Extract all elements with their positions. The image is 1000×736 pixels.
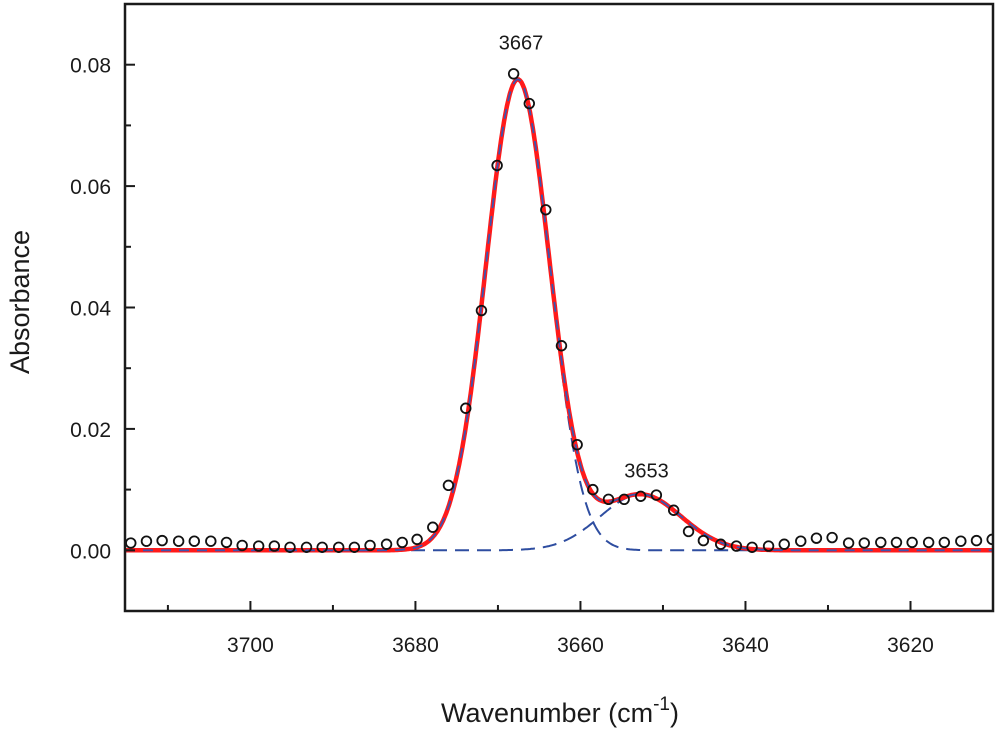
- peak-label: 3653: [624, 460, 669, 482]
- data-point: [156, 534, 168, 547]
- data-point: [364, 539, 376, 552]
- data-point: [380, 538, 393, 550]
- data-point: [332, 541, 345, 553]
- data-point: [442, 479, 455, 492]
- data-point: [427, 521, 439, 533]
- data-point: [188, 535, 201, 547]
- data-point: [220, 536, 233, 549]
- gaussian-components: [125, 79, 993, 552]
- data-point: [523, 97, 535, 110]
- data-point: [618, 493, 630, 506]
- data-point: [906, 536, 918, 549]
- data-point: [491, 159, 503, 172]
- data-point: [602, 493, 615, 506]
- data-point: [316, 541, 328, 553]
- data-point: [858, 537, 870, 549]
- x-tick-label: 3660: [557, 634, 604, 657]
- data-point: [236, 539, 248, 552]
- y-axis-ticks: 0.00 0.02 0.04 0.06 0.08: [70, 55, 135, 612]
- data-point: [826, 531, 838, 544]
- data-point: [746, 541, 758, 553]
- data-point: [252, 540, 265, 552]
- y-tick-label: 0.02: [70, 419, 111, 442]
- fit-line: [125, 77, 993, 553]
- data-point: [697, 534, 710, 547]
- x-axis-title-main: Wavenumber (cm: [441, 698, 653, 728]
- data-point: [922, 536, 935, 549]
- x-tick-label: 3620: [887, 634, 934, 657]
- data-points: [125, 68, 993, 553]
- y-axis-title: Absorbance: [5, 230, 35, 374]
- data-point: [682, 525, 695, 538]
- x-tick-label: 3680: [392, 634, 439, 657]
- data-point: [348, 541, 361, 553]
- data-point: [938, 536, 951, 549]
- data-point: [396, 536, 408, 549]
- peak-label: 3667: [499, 33, 544, 55]
- data-point: [140, 535, 153, 547]
- data-point: [955, 535, 967, 547]
- data-point: [650, 489, 663, 501]
- data-point: [715, 538, 727, 550]
- data-point: [875, 536, 887, 549]
- data-point: [540, 204, 552, 216]
- data-point: [890, 536, 903, 549]
- data-point: [284, 541, 296, 553]
- data-point: [970, 534, 983, 547]
- data-point: [300, 541, 313, 553]
- peak-annotations: 3667 3653: [499, 33, 669, 483]
- y-tick-label: 0.00: [70, 540, 111, 563]
- x-tick-label: 3700: [227, 634, 274, 657]
- data-point: [268, 540, 281, 552]
- x-axis-ticks: 3700 3680 3660 3640 3620: [166, 601, 934, 657]
- cumulative-fit-curve: [125, 77, 993, 553]
- data-point: [730, 540, 743, 552]
- data-point: [571, 438, 583, 451]
- data-point: [842, 537, 855, 549]
- gaussian-component-line: [125, 79, 993, 552]
- data-point: [667, 504, 680, 516]
- data-point: [460, 402, 472, 414]
- x-axis-title-close: ): [670, 698, 679, 728]
- data-point: [634, 490, 647, 502]
- data-point: [172, 535, 185, 547]
- data-point: [795, 535, 807, 547]
- data-point: [411, 533, 423, 546]
- y-tick-label: 0.08: [70, 55, 111, 78]
- x-axis-title: Wavenumber (cm-1): [441, 694, 679, 728]
- data-point: [475, 304, 488, 317]
- data-point: [555, 340, 568, 352]
- data-point: [778, 538, 790, 550]
- data-point: [810, 532, 823, 544]
- data-point: [587, 483, 599, 496]
- data-point: [507, 68, 520, 80]
- plot-frame: [123, 2, 995, 613]
- plot-area: [125, 68, 993, 553]
- y-tick-label: 0.06: [70, 176, 111, 199]
- data-point: [205, 535, 217, 547]
- x-axis-title-superscript: -1: [653, 694, 670, 715]
- y-tick-label: 0.04: [70, 298, 111, 321]
- data-point: [762, 540, 775, 552]
- x-tick-label: 3640: [722, 634, 769, 657]
- fit-overlay-dashed-line: [125, 78, 993, 552]
- data-point: [125, 537, 137, 549]
